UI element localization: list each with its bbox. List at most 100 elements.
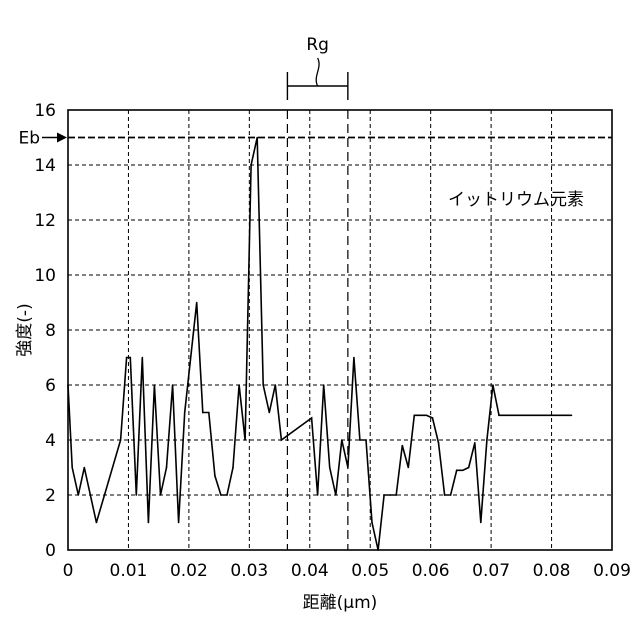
data-point	[389, 494, 391, 496]
x-tick-label: 0.02	[170, 561, 208, 581]
data-point	[160, 494, 162, 496]
data-point	[232, 467, 234, 469]
x-axis-title: 距離(μm)	[303, 593, 378, 613]
y-tick-labels: 0246810121416	[34, 101, 56, 561]
data-point	[214, 475, 216, 477]
y-tick-label: 2	[45, 486, 56, 506]
data-point	[371, 522, 373, 524]
data-point	[77, 494, 79, 496]
x-tick-label: 0.07	[472, 561, 510, 581]
data-point	[184, 412, 186, 414]
data-point	[120, 439, 122, 441]
data-point	[341, 439, 343, 441]
data-point	[553, 414, 555, 416]
data-point	[565, 414, 567, 416]
data-point	[244, 439, 246, 441]
data-point	[250, 164, 252, 166]
data-point	[281, 439, 283, 441]
data-point	[148, 522, 150, 524]
x-tick-label: 0.08	[533, 561, 571, 581]
data-point	[96, 522, 98, 524]
data-point	[498, 414, 500, 416]
data-point	[317, 494, 319, 496]
data-point	[474, 442, 476, 444]
data-point	[329, 467, 331, 469]
data-point	[528, 414, 530, 416]
data-point	[178, 522, 180, 524]
y-tick-label: 0	[45, 541, 56, 561]
data-point	[438, 442, 440, 444]
x-tick-labels: 00.010.020.030.040.050.060.070.080.09	[63, 561, 631, 581]
data-point	[166, 467, 168, 469]
data-point	[136, 494, 138, 496]
data-point	[208, 412, 210, 414]
data-point	[450, 494, 452, 496]
data-point	[365, 439, 367, 441]
x-tick-label: 0.03	[230, 561, 268, 581]
data-point	[129, 357, 131, 359]
y-tick-label: 12	[34, 211, 56, 231]
y-tick-label: 14	[34, 156, 56, 176]
bracket-leader	[316, 58, 319, 86]
x-tick-label: 0	[63, 561, 74, 581]
y-axis-title: 強度(-)	[15, 303, 35, 356]
y-tick-label: 10	[34, 266, 56, 286]
y-tick-label: 6	[45, 376, 56, 396]
data-point	[202, 412, 204, 414]
data-point	[522, 414, 524, 416]
eb-arrow-icon	[57, 133, 67, 143]
x-tick-label: 0.05	[351, 561, 389, 581]
data-point	[226, 494, 228, 496]
data-point	[359, 439, 361, 441]
x-tick-label: 0.01	[110, 561, 148, 581]
eb-label: Eb	[18, 129, 40, 149]
data-point	[571, 414, 573, 416]
data-point	[275, 384, 277, 386]
data-point	[426, 414, 428, 416]
data-point	[516, 414, 518, 416]
data-point	[383, 494, 385, 496]
data-point	[262, 384, 264, 386]
data-point	[84, 467, 86, 469]
data-point	[268, 412, 270, 414]
data-point	[108, 480, 110, 482]
data-point	[420, 414, 422, 416]
data-point	[67, 384, 69, 386]
data-point	[196, 302, 198, 304]
data-point	[401, 445, 403, 447]
data-point	[126, 357, 128, 359]
data-point	[559, 414, 561, 416]
data-point	[335, 494, 337, 496]
data-point	[468, 467, 470, 469]
data-point	[414, 414, 416, 416]
y-tick-label: 4	[45, 431, 56, 451]
data-point	[395, 494, 397, 496]
y-tick-label: 8	[45, 321, 56, 341]
data-point	[323, 384, 325, 386]
data-point	[238, 384, 240, 386]
data-point	[480, 522, 482, 524]
series-annotation: イットリウム元素	[448, 190, 584, 210]
data-point	[71, 467, 73, 469]
data-point	[504, 414, 506, 416]
data-point	[462, 469, 464, 471]
data-point	[220, 494, 222, 496]
data-point	[492, 384, 494, 386]
data-point	[154, 384, 156, 386]
data-point	[432, 417, 434, 419]
rg-region-bracket	[287, 58, 347, 550]
data-point	[311, 417, 313, 419]
data-point	[540, 414, 542, 416]
data-point	[510, 414, 512, 416]
data-point	[456, 469, 458, 471]
data-point	[444, 494, 446, 496]
x-tick-label: 0.09	[593, 561, 631, 581]
data-point	[377, 549, 379, 551]
data-point	[408, 467, 410, 469]
data-point	[353, 357, 355, 359]
data-point	[256, 137, 258, 139]
rg-label: Rg	[306, 35, 329, 55]
x-tick-label: 0.06	[412, 561, 450, 581]
data-point	[547, 414, 549, 416]
